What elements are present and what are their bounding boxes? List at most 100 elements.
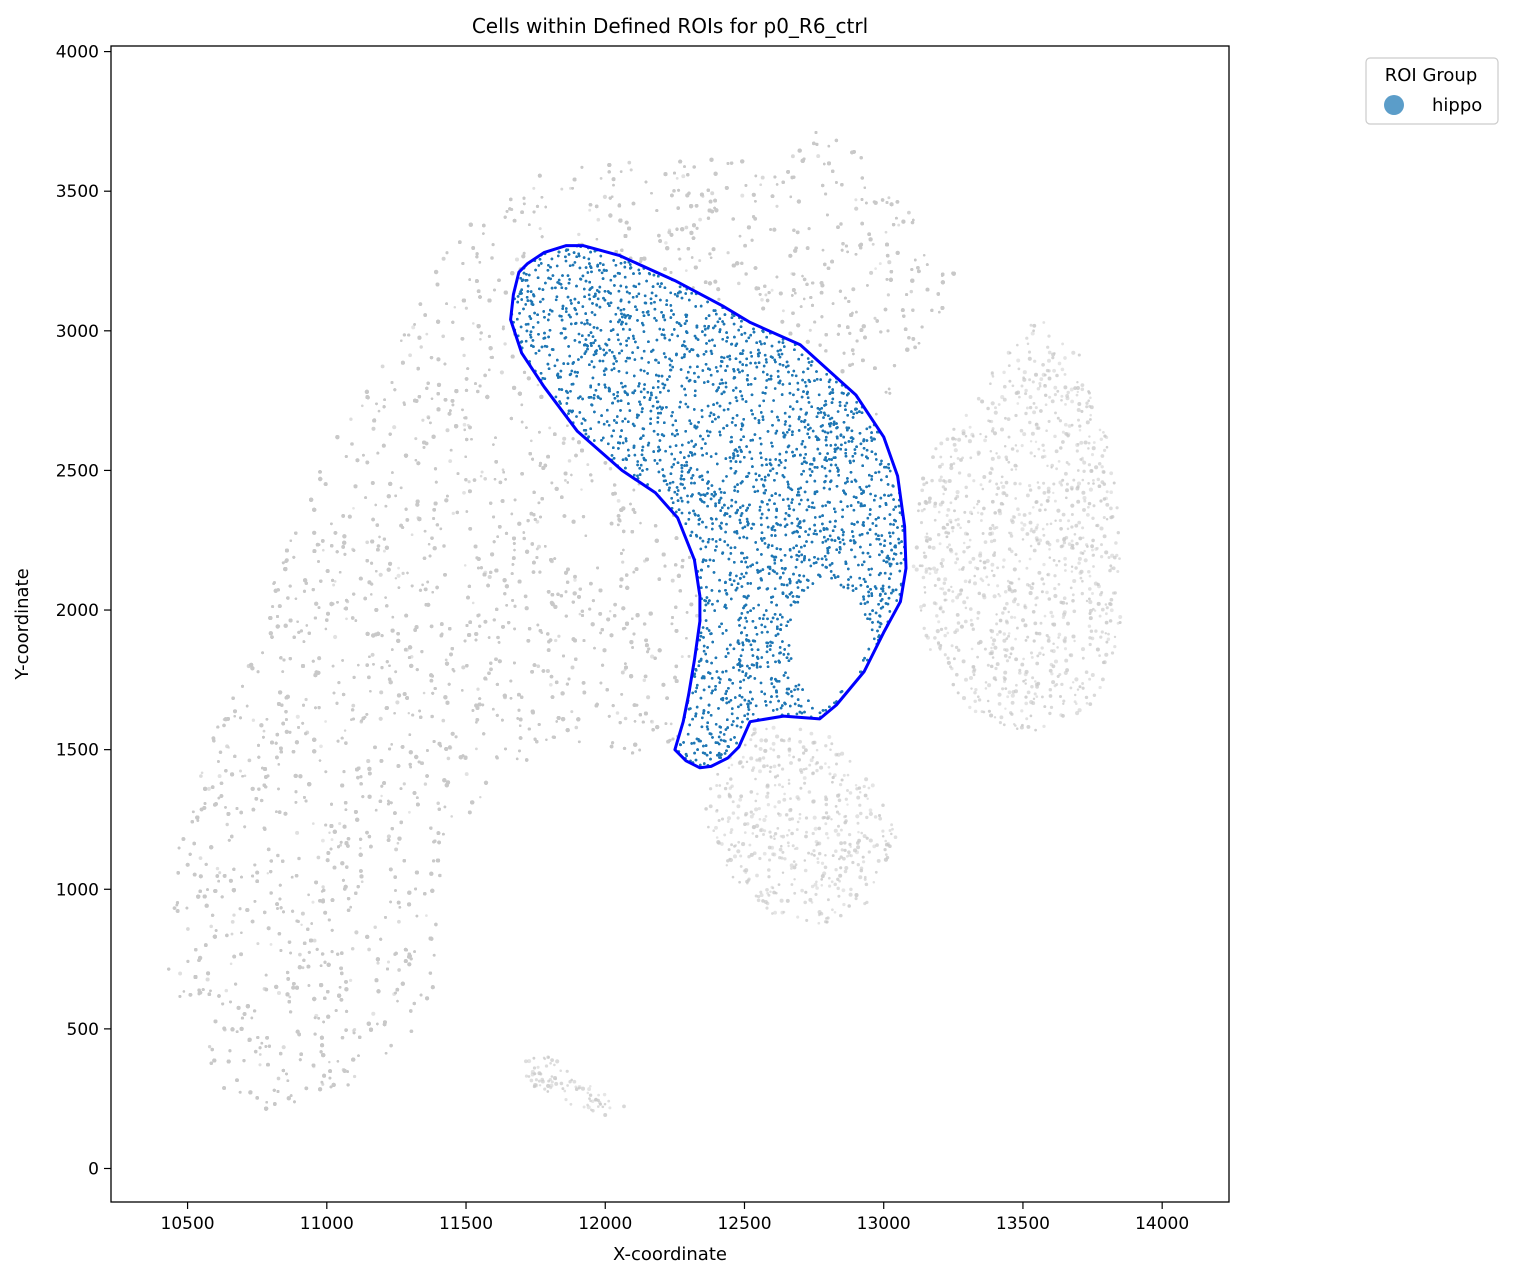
- background-cell: [461, 665, 466, 670]
- background-cell: [535, 547, 539, 551]
- background-cell: [503, 342, 507, 346]
- background-cell: [562, 436, 567, 441]
- background-cell: [462, 490, 466, 495]
- background-cell: [751, 192, 756, 197]
- background-cell: [770, 288, 774, 292]
- background-cell: [480, 470, 484, 474]
- background-cell: [526, 518, 530, 523]
- background-cell: [499, 370, 504, 375]
- background-cell: [345, 865, 349, 869]
- background-cell: [366, 759, 371, 764]
- background-cell: [218, 750, 223, 754]
- background-cell: [650, 654, 655, 659]
- background-cell: [386, 567, 391, 572]
- background-cell: [698, 217, 702, 222]
- background-cell: [433, 501, 438, 506]
- background-cell: [869, 270, 874, 275]
- background-cell: [548, 682, 553, 687]
- background-cell: [599, 177, 603, 180]
- background-cell: [414, 754, 419, 760]
- background-cell: [419, 993, 423, 997]
- background-cell: [225, 822, 229, 827]
- background-cell: [759, 183, 763, 187]
- background-cell: [236, 1005, 241, 1010]
- background-cell: [731, 263, 736, 268]
- background-cell: [370, 593, 373, 596]
- background-cell: [371, 426, 376, 431]
- background-cell: [441, 334, 446, 339]
- background-cell: [374, 503, 377, 507]
- background-cell: [365, 540, 370, 545]
- background-cell: [178, 971, 183, 976]
- background-cell: [396, 841, 400, 845]
- background-cell: [367, 947, 371, 952]
- background-cell: [386, 960, 391, 964]
- background-cell: [321, 885, 325, 889]
- background-cell: [425, 914, 428, 917]
- background-cell: [669, 722, 673, 726]
- background-cell: [453, 306, 457, 309]
- background-cell: [407, 810, 411, 814]
- background-cell: [621, 560, 625, 564]
- background-cell: [448, 459, 453, 463]
- background-cell: [324, 720, 327, 723]
- background-cell: [538, 227, 542, 231]
- background-cell: [629, 168, 633, 172]
- background-cell: [206, 786, 211, 791]
- background-cell: [401, 571, 405, 575]
- background-cell: [321, 1082, 325, 1086]
- background-cell: [650, 720, 653, 723]
- background-cell: [311, 900, 315, 904]
- chart-title: Cells within Defined ROIs for p0_R6_ctrl: [472, 14, 868, 38]
- background-cell: [230, 920, 235, 924]
- background-cell: [345, 617, 348, 621]
- background-cell: [567, 459, 572, 463]
- background-cell: [861, 324, 866, 329]
- background-cell: [805, 246, 810, 250]
- background-cell: [557, 634, 561, 638]
- background-cell: [421, 418, 425, 422]
- background-cell: [239, 769, 242, 773]
- background-cell: [615, 711, 620, 715]
- background-cell: [328, 831, 331, 834]
- background-cell: [760, 297, 764, 302]
- background-cell: [816, 154, 821, 159]
- background-cell: [620, 670, 625, 675]
- background-cell: [218, 871, 222, 875]
- background-cell: [295, 830, 300, 835]
- background-cell: [887, 196, 891, 200]
- background-cell: [834, 138, 839, 143]
- background-cell: [445, 428, 450, 433]
- background-cell: [667, 228, 672, 232]
- background-cell: [427, 542, 431, 546]
- background-cell: [577, 232, 581, 237]
- background-cell: [338, 822, 342, 826]
- background-cell: [242, 1059, 246, 1063]
- background-cell: [182, 990, 186, 993]
- background-cell: [561, 441, 566, 445]
- background-cell: [616, 498, 621, 503]
- background-cell: [627, 160, 632, 165]
- background-cell: [422, 691, 426, 695]
- background-cell: [332, 583, 336, 587]
- background-cell: [467, 480, 471, 484]
- background-cell: [479, 795, 482, 799]
- background-cell: [536, 383, 540, 387]
- background-cell: [578, 612, 582, 616]
- background-cell: [319, 744, 323, 749]
- background-cell: [232, 913, 236, 917]
- background-cell: [300, 911, 305, 916]
- background-cell: [288, 995, 292, 999]
- background-cell: [560, 187, 564, 191]
- background-cell: [217, 774, 222, 779]
- background-cell: [198, 856, 203, 860]
- background-cell: [276, 990, 282, 996]
- background-cell: [349, 417, 353, 421]
- background-cell: [726, 251, 730, 255]
- background-cell: [348, 978, 353, 983]
- background-cell: [321, 838, 325, 843]
- background-cell: [664, 241, 668, 245]
- background-cell: [462, 353, 466, 358]
- background-cell: [380, 364, 385, 369]
